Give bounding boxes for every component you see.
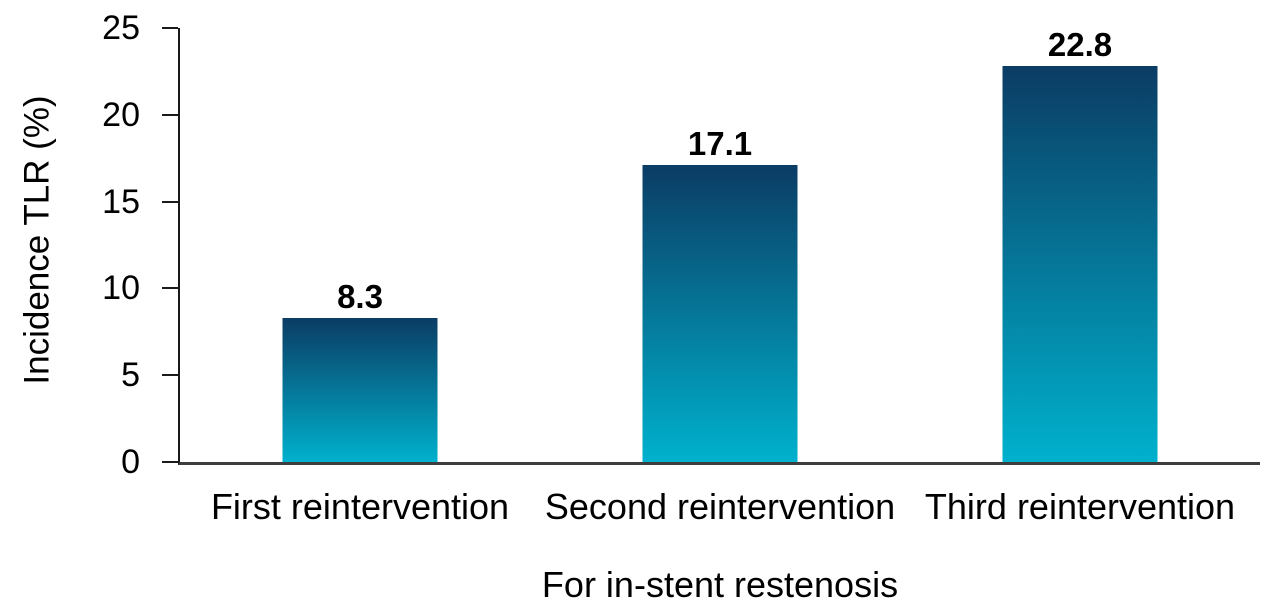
x-category-label: Third reintervention [924, 486, 1236, 527]
y-tick-label: 20 [102, 95, 140, 134]
y-tick-label: 10 [102, 269, 140, 308]
y-tick-label: 5 [121, 356, 140, 395]
bar [282, 317, 438, 462]
bar-value-label: 22.8 [1047, 26, 1113, 64]
x-category-label: First reintervention [210, 486, 510, 527]
y-tick [162, 113, 178, 116]
x-category-label: Second reintervention [544, 486, 896, 527]
y-tick [162, 27, 178, 29]
y-tick-label: 15 [102, 182, 140, 221]
y-tick [162, 287, 178, 290]
y-tick [162, 461, 178, 463]
bar-slot: 22.8 [1002, 28, 1158, 462]
y-tick [162, 374, 178, 377]
bar-slot: 8.3 [282, 280, 438, 462]
y-tick-label: 25 [102, 9, 140, 47]
y-tick-label: 0 [121, 443, 140, 481]
bar [1002, 66, 1158, 462]
bar [642, 165, 798, 462]
y-tick [162, 200, 178, 203]
bar-value-label: 17.1 [687, 125, 753, 163]
x-axis-title: For in-stent restenosis [541, 564, 899, 605]
bar-slot: 17.1 [642, 127, 798, 462]
y-axis-title: Incidence TLR (%) [17, 95, 57, 385]
bar-value-label: 8.3 [337, 277, 383, 315]
plot-area: 0 5 10 15 20 25 8.3 17.1 22.8 First reintervent… [102, 11, 1260, 604]
